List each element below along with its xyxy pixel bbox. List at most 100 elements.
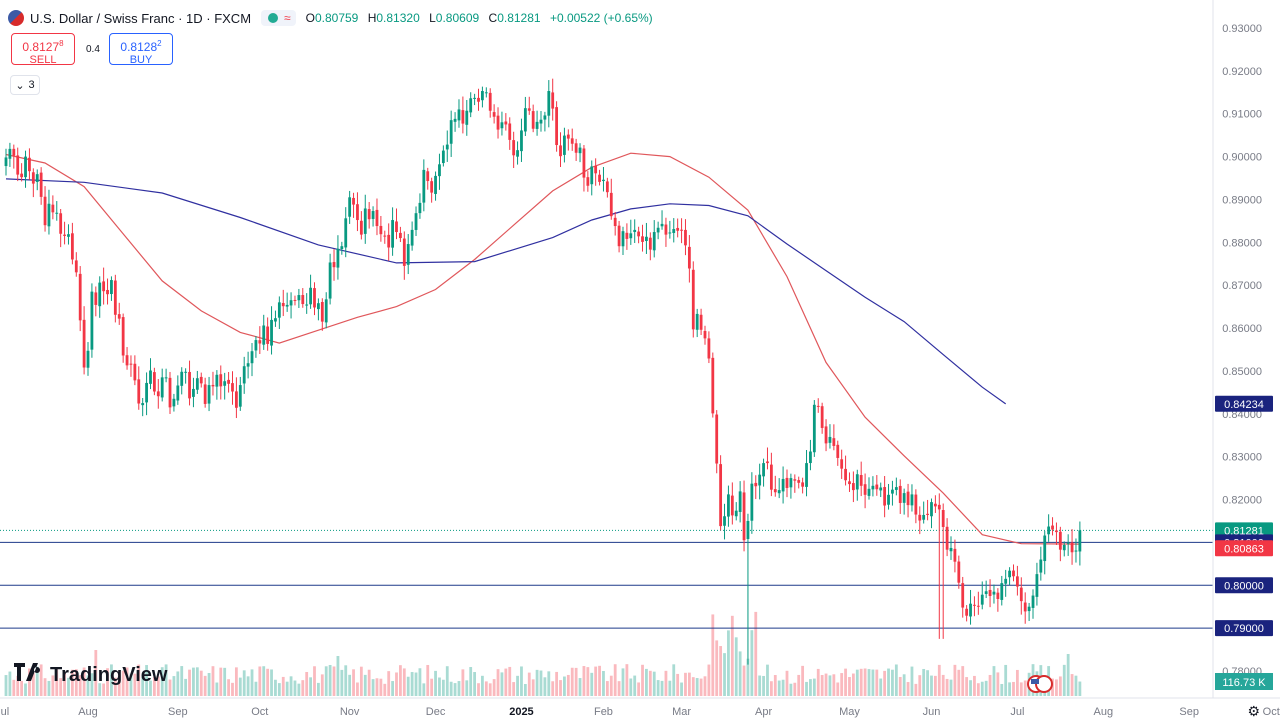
volume-bar: [656, 680, 660, 696]
candle: [988, 579, 992, 608]
volume-bar: [648, 670, 652, 696]
x-tick-label: Mar: [672, 706, 691, 718]
candle: [754, 475, 758, 500]
candle: [1058, 526, 1062, 562]
candle: [637, 226, 641, 244]
candle: [500, 111, 504, 136]
volume-bar: [844, 668, 847, 696]
candle-body: [20, 173, 24, 178]
buy-button[interactable]: 0.81282 BUY: [109, 33, 173, 66]
volume-bar: [672, 664, 676, 696]
candle: [918, 506, 922, 535]
candle: [305, 293, 309, 314]
volume-bar: [152, 676, 156, 696]
candle-body: [820, 406, 824, 428]
volume-bar: [734, 637, 738, 696]
candle: [781, 466, 785, 504]
settings-gear-icon[interactable]: ⚙: [1247, 703, 1260, 719]
candle-body: [641, 236, 644, 242]
candle: [926, 499, 929, 521]
volume-bar: [754, 611, 758, 696]
volume-bar: [39, 664, 43, 696]
volume-bar: [621, 668, 625, 696]
candle: [402, 231, 406, 280]
candle-body: [789, 478, 793, 488]
candle-body: [74, 260, 78, 273]
volume-bar: [512, 682, 516, 696]
candle: [742, 480, 746, 552]
volume-bar: [652, 671, 656, 696]
volume-bar: [992, 666, 996, 696]
volume-bar: [602, 671, 605, 696]
candle-body: [727, 494, 730, 517]
candle: [176, 375, 180, 405]
candle: [933, 495, 937, 513]
y-tick-label: 0.85000: [1222, 366, 1262, 378]
candle-body: [797, 480, 801, 483]
candle-body: [274, 318, 277, 322]
candle: [539, 110, 543, 132]
candle-body: [94, 292, 98, 305]
candle: [86, 342, 90, 376]
candle: [379, 215, 383, 242]
candle-body: [348, 197, 352, 217]
candle-body: [805, 463, 808, 487]
candle-body: [785, 477, 789, 488]
candle: [824, 419, 828, 452]
candle-body: [82, 319, 86, 368]
candle-body: [602, 179, 605, 182]
volume-bar: [383, 683, 387, 696]
volume-bar: [51, 675, 55, 696]
candle: [1074, 538, 1078, 563]
candle-body: [891, 489, 894, 494]
volume-bar: [211, 666, 215, 696]
symbol-title[interactable]: U.S. Dollar / Swiss Franc · 1D · FXCM: [30, 10, 252, 26]
candle-body: [277, 302, 281, 318]
volume-bar: [500, 672, 504, 696]
volume-bar: [98, 683, 102, 696]
volume-bar: [617, 681, 621, 696]
candle-body: [953, 548, 957, 562]
candle-body: [613, 217, 617, 227]
volume-bar: [801, 665, 805, 696]
candle: [894, 477, 898, 496]
candle: [35, 169, 39, 191]
change-value: +0.00522 (+0.65%): [549, 11, 653, 25]
indicators-toggle[interactable]: ⌄ 3: [10, 75, 40, 95]
x-tick-label: Aug: [78, 706, 98, 718]
candle: [453, 112, 457, 132]
tradingview-logo[interactable]: TradingView: [14, 663, 167, 687]
candle: [469, 92, 473, 118]
sell-button[interactable]: 0.81278 SELL: [11, 33, 75, 66]
candle: [324, 292, 328, 329]
market-status[interactable]: ≈: [261, 10, 296, 26]
candle-body: [1043, 535, 1047, 562]
candle-body: [262, 325, 266, 345]
volume-bar: [418, 668, 422, 696]
candle: [1000, 575, 1004, 606]
candle-body: [520, 130, 523, 152]
candle: [492, 104, 496, 124]
candle: [317, 298, 320, 321]
ma-fast-line: [5, 152, 1080, 545]
volume-bar: [766, 664, 769, 696]
volume-bar: [160, 667, 164, 696]
volume-bar: [750, 630, 754, 696]
volume-bar: [313, 666, 316, 696]
volume-bar: [492, 679, 496, 696]
candle-body: [254, 340, 258, 351]
volume-bar: [1015, 669, 1019, 696]
volume-bar: [231, 682, 234, 696]
candle: [992, 584, 996, 604]
candle: [805, 450, 808, 497]
volume-bar: [356, 682, 359, 696]
volume-bar: [262, 666, 266, 696]
candle-body: [508, 123, 512, 140]
candle: [1066, 534, 1070, 556]
volume-bar: [172, 676, 176, 696]
candle: [848, 472, 851, 492]
candle-body: [363, 208, 367, 234]
candle: [1031, 589, 1035, 619]
volume-bar: [63, 673, 66, 696]
